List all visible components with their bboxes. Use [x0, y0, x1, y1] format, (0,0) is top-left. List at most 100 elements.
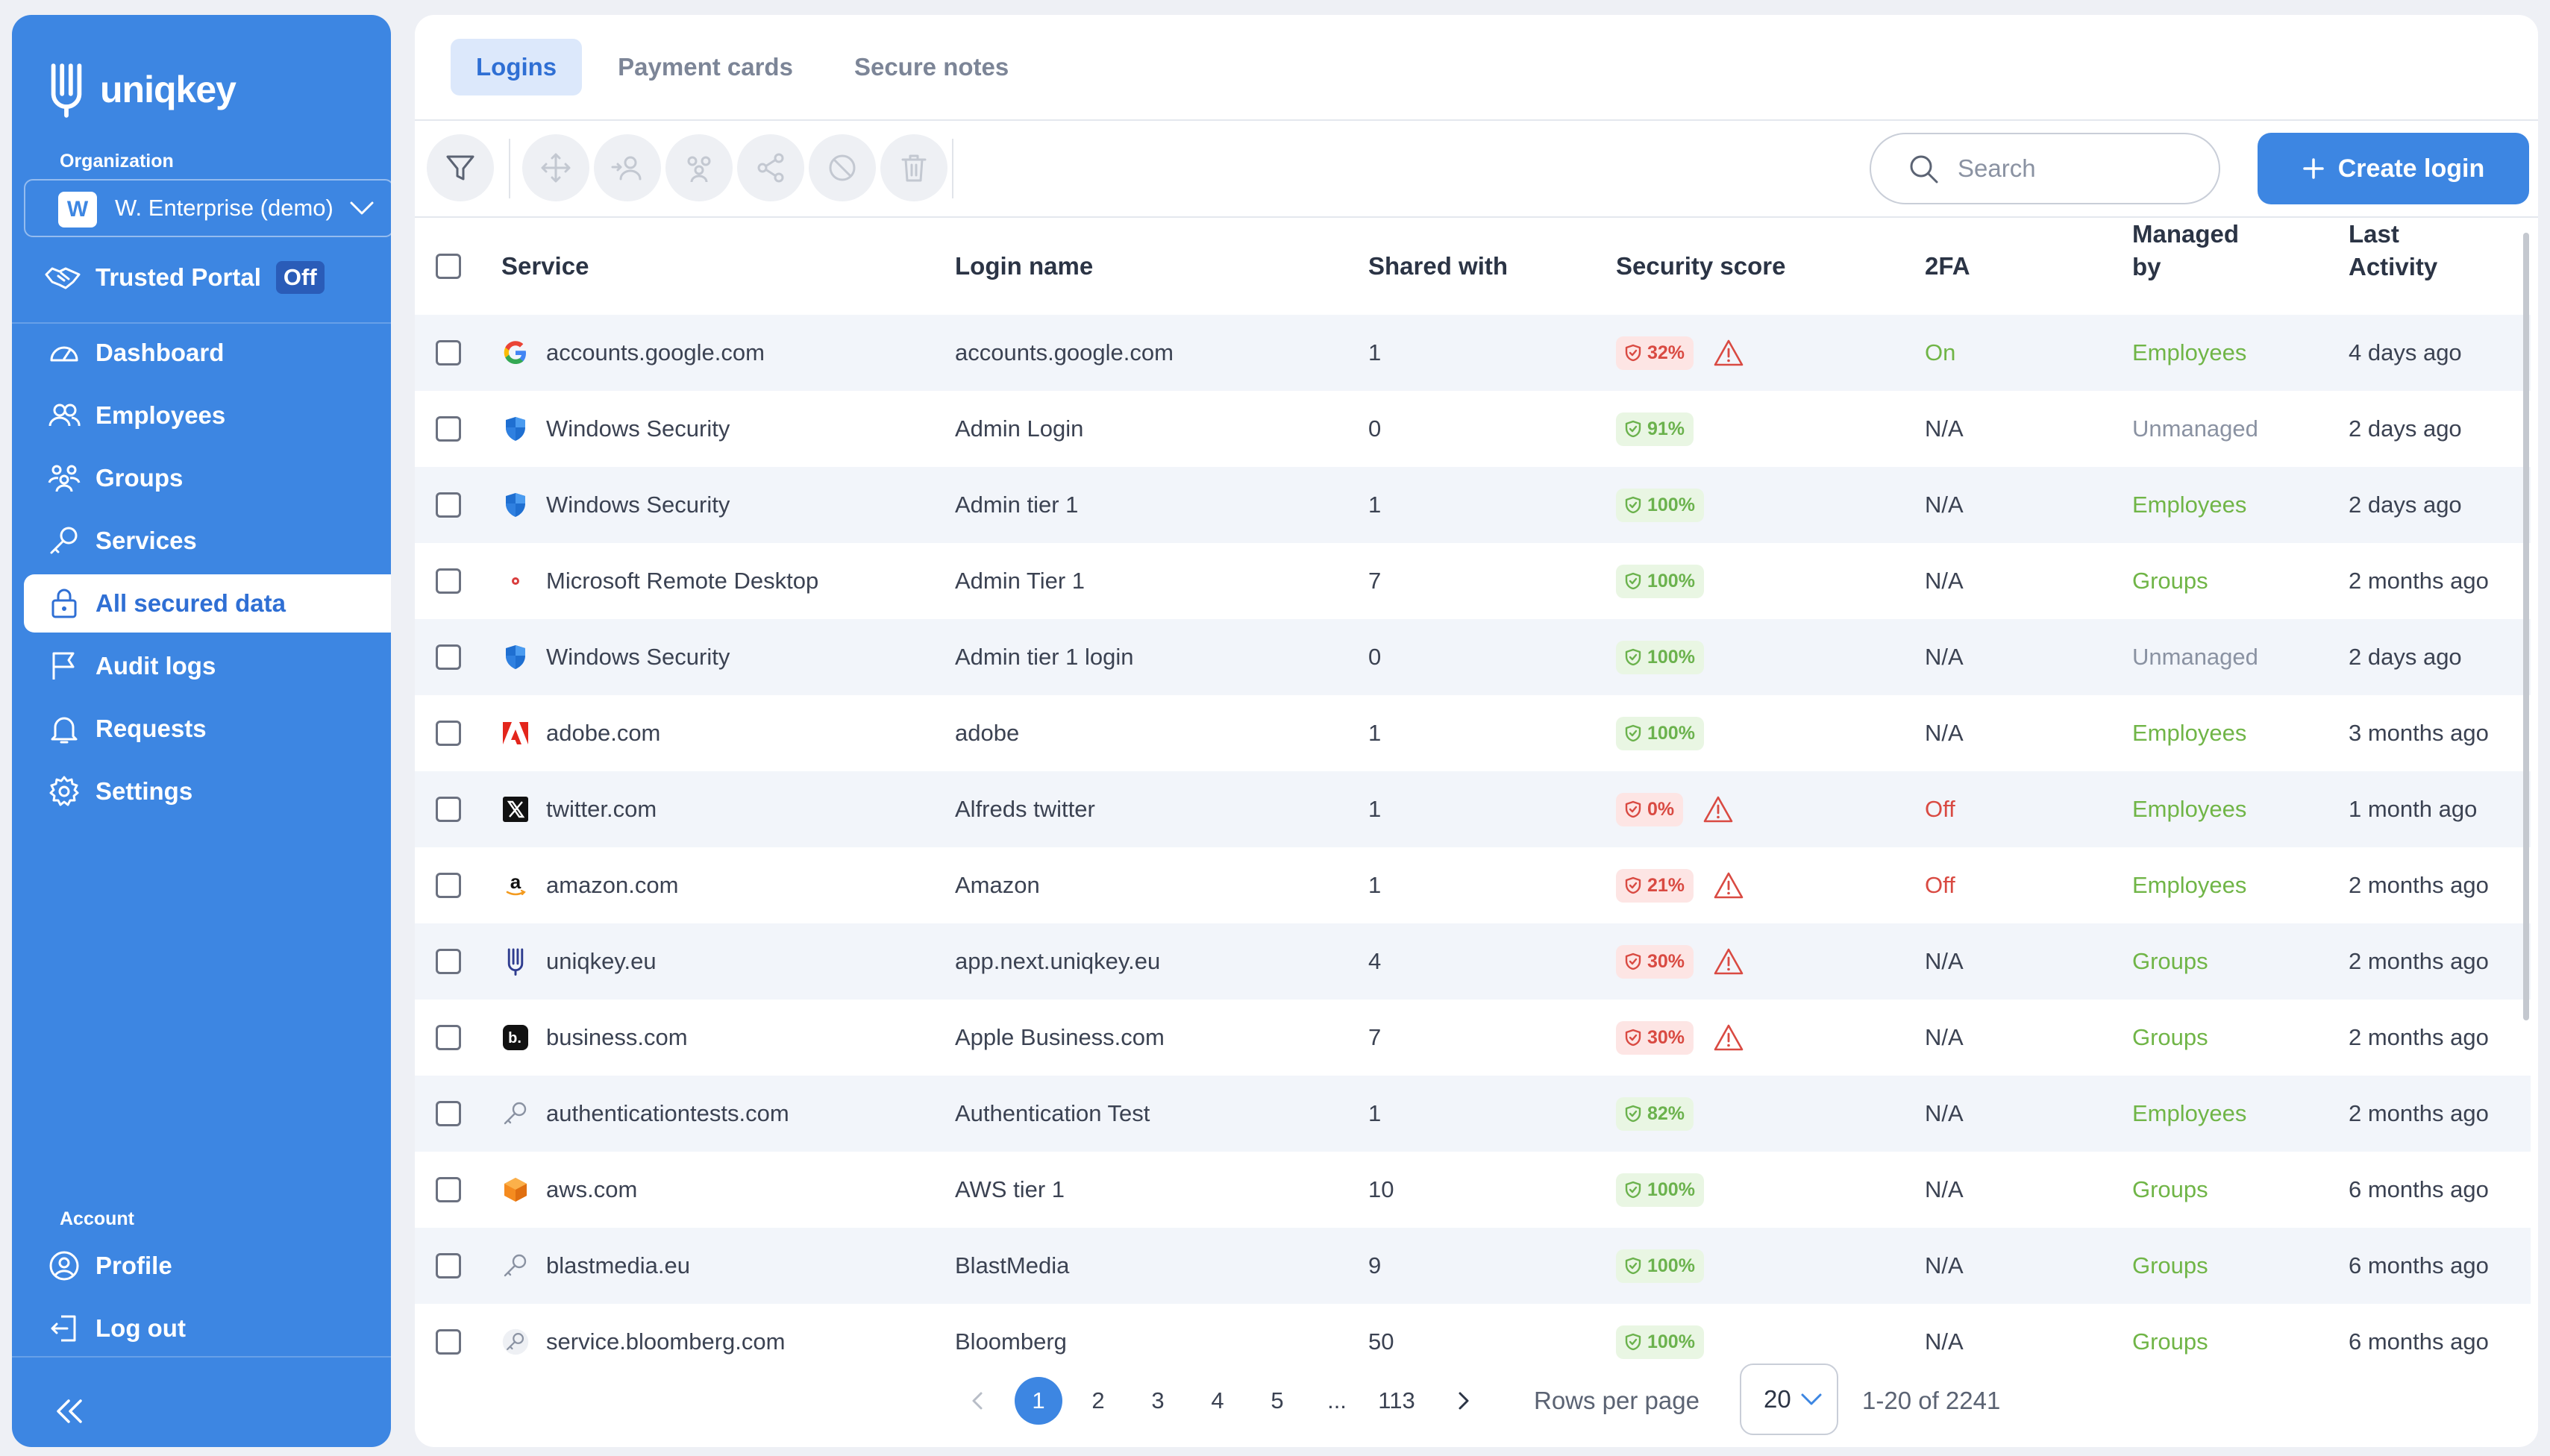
shield-check-icon [1625, 876, 1641, 894]
block-icon [829, 154, 856, 181]
security-score-value: 0% [1647, 798, 1675, 820]
login-name: Admin tier 1 [955, 492, 1079, 518]
pagination-page-113[interactable]: 113 [1378, 1387, 1415, 1413]
row-checkbox[interactable] [436, 1253, 461, 1278]
table-row[interactable]: Windows Security Admin tier 1 1 100% N/A Empl… [415, 467, 2531, 543]
row-checkbox[interactable] [436, 949, 461, 974]
column-header-service[interactable]: Service [501, 252, 589, 280]
table-row[interactable]: uniqkey.eu app.next.uniqkey.eu 4 30% N/A Grou… [415, 923, 2531, 1000]
row-checkbox[interactable] [436, 1101, 461, 1126]
sidebar-item-requests[interactable]: Requests [12, 700, 391, 758]
table-row[interactable]: Windows Security Admin tier 1 login 0 100% N… [415, 619, 2531, 695]
service-logo [501, 719, 530, 747]
select-all-checkbox[interactable] [436, 254, 461, 279]
search-field[interactable] [1870, 133, 2220, 204]
row-checkbox[interactable] [436, 721, 461, 746]
login-name: app.next.uniqkey.eu [955, 948, 1161, 974]
row-checkbox[interactable] [436, 568, 461, 594]
service-logo [501, 795, 530, 823]
row-checkbox[interactable] [436, 873, 461, 898]
login-name: Authentication Test [955, 1100, 1150, 1126]
rows-per-page-value: 20 [1764, 1385, 1791, 1413]
search-input[interactable] [1956, 154, 2205, 183]
rows-per-page-select[interactable]: 20 [1740, 1364, 1838, 1435]
table-scrollbar[interactable] [2523, 233, 2529, 1020]
service-name: aws.com [546, 1176, 638, 1202]
row-checkbox[interactable] [436, 797, 461, 822]
login-name: Amazon [955, 872, 1040, 898]
column-header-last-activity[interactable]: Last Activity [2349, 218, 2437, 283]
pagination-page-2[interactable]: 2 [1091, 1387, 1105, 1413]
sidebar-item-logout[interactable]: Log out [12, 1299, 391, 1358]
create-login-button[interactable]: Create login [2258, 133, 2529, 204]
row-checkbox[interactable] [436, 1177, 461, 1202]
brand-logo[interactable]: uniqkey [45, 61, 236, 118]
table-row[interactable]: Microsoft Remote Desktop Admin Tier 1 7 100… [415, 543, 2531, 619]
move-button[interactable] [522, 134, 589, 201]
assign-user-button[interactable] [594, 134, 661, 201]
sidebar-item-profile[interactable]: Profile [12, 1237, 391, 1295]
table-row[interactable]: b. business.com Apple Business.com 7 30% N/A G… [415, 1000, 2531, 1076]
block-button[interactable] [809, 134, 876, 201]
sidebar-item-audit-logs[interactable]: Audit logs [12, 637, 391, 695]
column-header-2fa[interactable]: 2FA [1925, 252, 1970, 280]
security-score-badge: 100% [1616, 488, 1704, 522]
filter-button[interactable] [427, 134, 494, 201]
table-row[interactable]: twitter.com Alfreds twitter 1 0% Off Employee… [415, 771, 2531, 847]
table-row[interactable]: blastmedia.eu BlastMedia 9 100% N/A Groups 6 m… [415, 1228, 2531, 1304]
row-checkbox[interactable] [436, 644, 461, 670]
pagination-page-1[interactable]: 1 [1015, 1377, 1062, 1425]
column-header-shared-with[interactable]: Shared with [1368, 252, 1509, 280]
last-activity: 6 months ago [2349, 1176, 2489, 1202]
windows-security-icon [506, 645, 525, 669]
pagination-page-3[interactable]: 3 [1151, 1387, 1165, 1413]
sidebar-item-all-secured-data[interactable]: All secured data [24, 574, 391, 633]
tab-payment-cards[interactable]: Payment cards [618, 53, 793, 81]
table-row[interactable]: adobe.com adobe 1 100% N/A Employees 3 months … [415, 695, 2531, 771]
column-header-managed-by[interactable]: Managed by [2132, 218, 2239, 283]
sidebar-item-settings[interactable]: Settings [12, 762, 391, 820]
column-header-login-name[interactable]: Login name [955, 252, 1094, 280]
twofa-status: On [1925, 339, 1956, 365]
table-row[interactable]: accounts.google.com accounts.google.com 1 3… [415, 315, 2531, 391]
bell-icon [51, 717, 78, 744]
sidebar-item-label: Groups [95, 464, 184, 492]
row-checkbox[interactable] [436, 1025, 461, 1050]
delete-button[interactable] [880, 134, 947, 201]
collapse-sidebar-button[interactable] [55, 1398, 85, 1428]
row-checkbox[interactable] [436, 492, 461, 518]
pagination-page-4[interactable]: 4 [1211, 1387, 1224, 1413]
sidebar-item-dashboard[interactable]: Dashboard [12, 324, 391, 382]
pagination-next-button[interactable] [1449, 1377, 1479, 1425]
managed-by: Employees [2132, 339, 2247, 365]
last-activity: 2 months ago [2349, 872, 2489, 898]
pagination-page-5[interactable]: 5 [1271, 1387, 1284, 1413]
sidebar-item-services[interactable]: Services [12, 512, 391, 570]
login-name: Alfreds twitter [955, 796, 1095, 822]
organization-select[interactable]: W W. Enterprise (demo) [24, 179, 391, 237]
tab-logins[interactable]: Logins [451, 39, 583, 95]
row-checkbox[interactable] [436, 340, 461, 365]
table-row[interactable]: service.bloomberg.com Bloomberg 50 100% N/A G… [415, 1304, 2531, 1380]
shared-with-count: 7 [1368, 568, 1382, 594]
sidebar-item-groups[interactable]: Groups [12, 449, 391, 507]
login-name: Bloomberg [955, 1328, 1067, 1355]
service-name: service.bloomberg.com [546, 1328, 786, 1355]
share-button[interactable] [737, 134, 804, 201]
assign-group-button[interactable] [665, 134, 733, 201]
table-row[interactable]: aws.com AWS tier 1 10 100% N/A Groups 6 months… [415, 1152, 2531, 1228]
table-row[interactable]: Windows Security Admin Login 0 91% N/A Unmana… [415, 391, 2531, 467]
row-checkbox[interactable] [436, 416, 461, 442]
table-row[interactable]: a amazon.com Amazon 1 21% Off Employees 2 month… [415, 847, 2531, 923]
table-row[interactable]: authenticationtests.com Authentication Te… [415, 1076, 2531, 1152]
tab-secure-notes[interactable]: Secure notes [853, 53, 1009, 81]
twofa-status: N/A [1925, 948, 1964, 974]
row-checkbox[interactable] [436, 1329, 461, 1355]
trusted-portal[interactable]: Trusted Portal Off [45, 261, 325, 294]
security-score-value: 100% [1647, 570, 1695, 592]
login-name: Admin tier 1 login [955, 644, 1134, 670]
column-header-security-score[interactable]: Security score [1616, 252, 1786, 280]
pagination-prev-button[interactable] [962, 1377, 992, 1425]
security-score-badge: 0% [1616, 792, 1684, 826]
sidebar-item-employees[interactable]: Employees [12, 386, 391, 445]
